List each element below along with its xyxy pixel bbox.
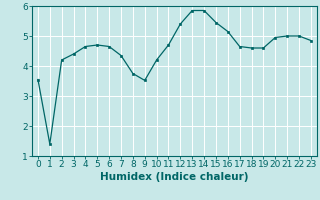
X-axis label: Humidex (Indice chaleur): Humidex (Indice chaleur) xyxy=(100,172,249,182)
